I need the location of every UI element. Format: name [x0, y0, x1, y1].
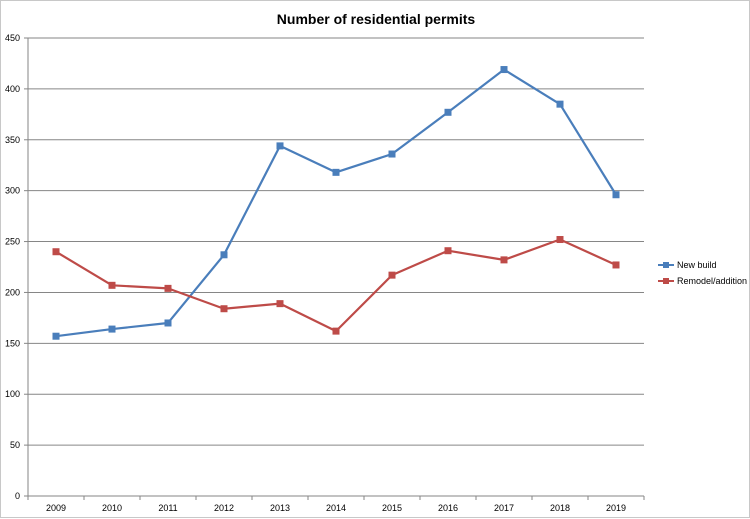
data-point — [108, 281, 116, 289]
legend-marker — [663, 278, 669, 284]
gridlines — [28, 37, 644, 446]
x-tick-label: 2017 — [494, 503, 514, 513]
data-point — [332, 327, 340, 335]
legend: New build Remodel/addition — [658, 260, 747, 286]
data-point — [444, 247, 452, 255]
series-2 — [52, 236, 620, 335]
series-line — [55, 68, 617, 338]
data-point — [220, 251, 228, 259]
data-point — [612, 191, 620, 199]
x-tick-label: 2018 — [550, 503, 570, 513]
x-axis-ticks: 2009 2010 2011 2012 2013 2014 2015 2016 2017 2018… — [27, 496, 645, 513]
x-tick-label: 2019 — [606, 503, 626, 513]
data-point — [388, 271, 396, 279]
x-tick-label: 2013 — [270, 503, 290, 513]
legend-entry: New build — [658, 260, 717, 270]
y-tick-label: 350 — [5, 135, 20, 145]
data-point — [500, 256, 508, 264]
y-tick-label: 100 — [5, 389, 20, 399]
data-point — [164, 284, 172, 292]
series-1 — [52, 66, 620, 340]
y-tick-label: 400 — [5, 84, 20, 94]
data-point — [52, 248, 60, 256]
legend-entry: Remodel/addition — [658, 276, 747, 286]
data-point — [276, 142, 284, 150]
data-point — [164, 319, 172, 327]
data-point — [612, 261, 620, 269]
y-tick-label: 300 — [5, 186, 20, 196]
series-line — [55, 238, 617, 333]
x-tick-label: 2015 — [382, 503, 402, 513]
data-point — [500, 66, 508, 74]
legend-label: Remodel/addition — [677, 276, 747, 286]
y-tick-label: 450 — [5, 33, 20, 43]
y-tick-label: 50 — [10, 440, 20, 450]
x-tick-label: 2010 — [102, 503, 122, 513]
y-tick-label: 200 — [5, 287, 20, 297]
legend-label: New build — [677, 260, 717, 270]
data-point — [52, 332, 60, 340]
data-point — [444, 108, 452, 116]
data-point — [220, 305, 228, 313]
x-tick-label: 2014 — [326, 503, 346, 513]
y-axis-ticks: 0 50 100 150 200 250 300 350 400 450 — [5, 33, 28, 501]
data-point — [108, 325, 116, 333]
data-point — [276, 300, 284, 308]
x-tick-label: 2016 — [438, 503, 458, 513]
axes — [27, 38, 644, 497]
series-layer — [52, 66, 620, 340]
data-point — [556, 100, 564, 108]
data-point — [388, 150, 396, 158]
data-point — [332, 168, 340, 176]
y-tick-label: 150 — [5, 338, 20, 348]
legend-marker — [663, 262, 669, 268]
x-tick-label: 2012 — [214, 503, 234, 513]
chart-title: Number of residential permits — [277, 11, 476, 27]
y-tick-label: 0 — [15, 491, 20, 501]
x-tick-label: 2011 — [158, 503, 177, 513]
y-tick-label: 250 — [5, 237, 20, 247]
x-tick-label: 2009 — [46, 503, 66, 513]
data-point — [556, 236, 564, 244]
